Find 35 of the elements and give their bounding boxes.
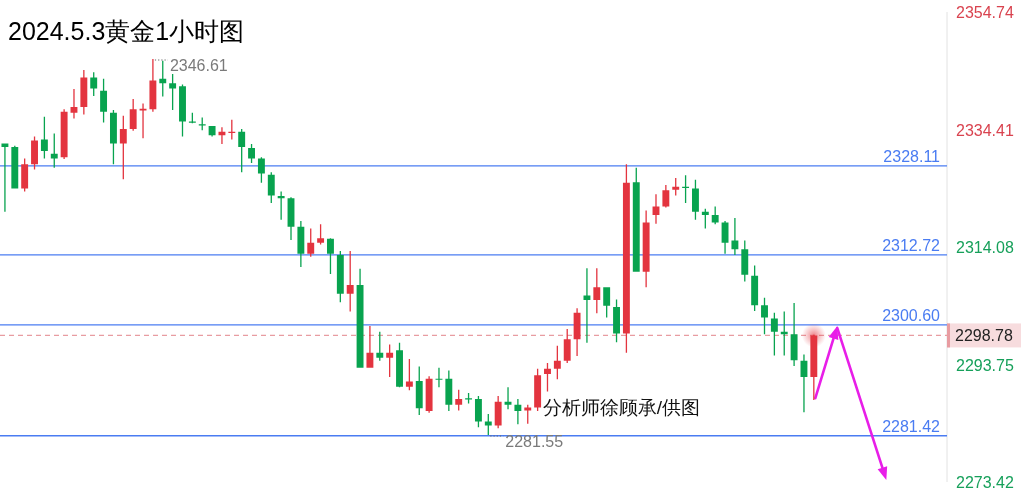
annotation: 2346.61 bbox=[169, 56, 228, 74]
y-tick-label: 2354.74 bbox=[956, 3, 1014, 21]
candlestick bbox=[465, 393, 473, 404]
candlestick bbox=[731, 217, 739, 255]
candlestick bbox=[790, 302, 798, 366]
annotation: 2281.55 bbox=[505, 432, 564, 450]
candlestick bbox=[70, 89, 78, 119]
candlestick bbox=[652, 194, 660, 224]
candlestick bbox=[800, 354, 808, 413]
candlestick bbox=[435, 367, 443, 388]
candlestick bbox=[583, 268, 591, 343]
candlestick bbox=[218, 127, 226, 145]
candlestick bbox=[198, 117, 206, 131]
y-tick-label: 2293.75 bbox=[956, 356, 1014, 373]
chart-title: 2024.5.3黄金1小时图 bbox=[8, 17, 245, 45]
y-tick-label: 2334.41 bbox=[956, 121, 1014, 138]
ref-line-label: 2300.60 bbox=[882, 306, 941, 324]
ref-line-label: 2328.11 bbox=[883, 147, 941, 165]
candlestick bbox=[366, 326, 374, 368]
y-tick-label: 2273.42 bbox=[956, 473, 1014, 491]
ref-line-label: 2281.42 bbox=[882, 417, 941, 435]
annotation: 分析师徐顾承/供图 bbox=[542, 396, 700, 418]
candlestick bbox=[514, 398, 522, 425]
candlestick bbox=[139, 103, 147, 139]
y-tick-label: 2314.08 bbox=[956, 238, 1014, 256]
candlestick bbox=[642, 210, 650, 288]
candlestick bbox=[1, 143, 9, 212]
candlestick bbox=[277, 191, 285, 220]
candlestick bbox=[504, 387, 512, 410]
candlestick bbox=[149, 58, 157, 112]
candlestick bbox=[297, 220, 305, 268]
candlestick bbox=[573, 308, 581, 357]
candlestick bbox=[188, 112, 196, 124]
ref-line-label: 2312.72 bbox=[882, 236, 941, 254]
ref-line-label: 2298.78 bbox=[955, 326, 1013, 344]
